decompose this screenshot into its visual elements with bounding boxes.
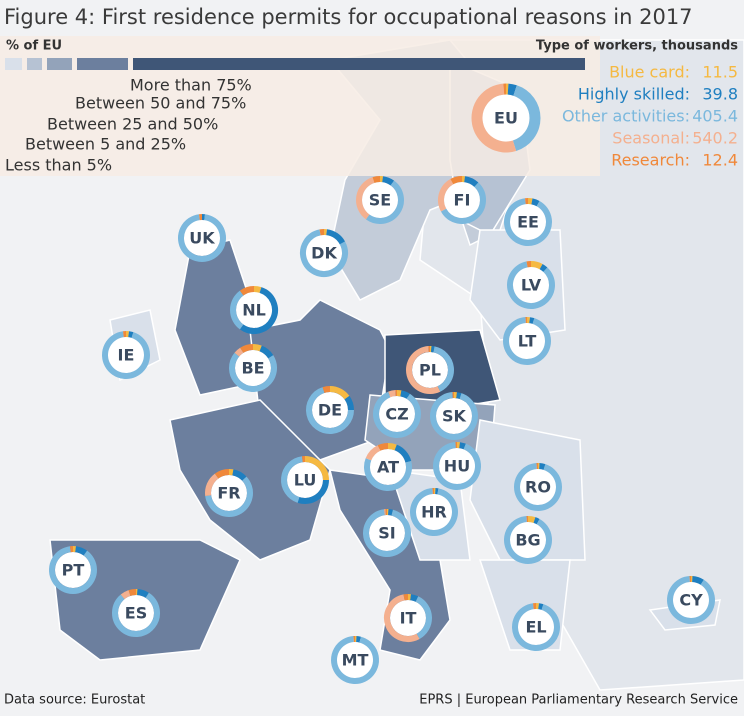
country-donut-segment xyxy=(237,350,242,354)
country-donut-label: PL xyxy=(419,361,441,380)
country-donut-label: BE xyxy=(241,359,264,378)
worker-type-value: 11.5 xyxy=(702,63,738,82)
share-range-label: More than 75% xyxy=(130,76,252,95)
country-donut-segment xyxy=(76,549,86,553)
country-donut-label: BG xyxy=(515,531,540,550)
eu-donut-segment xyxy=(508,89,515,90)
country-donut-label: LT xyxy=(518,332,537,351)
share-range-label: Between 25 and 50% xyxy=(47,115,218,134)
country-donut-label: FR xyxy=(217,484,240,503)
country-donut-segment xyxy=(374,179,380,180)
share-range-swatch xyxy=(47,58,72,70)
title: Figure 4: First residence permits for oc… xyxy=(4,5,693,29)
country-donut-segment xyxy=(539,606,543,607)
country-donut-label: ES xyxy=(125,604,147,623)
country-donut-segment xyxy=(379,446,388,448)
country-donut-segment xyxy=(532,201,538,203)
country-donut-label: RO xyxy=(525,478,551,497)
credit: EPRS | European Parliamentary Research S… xyxy=(419,693,738,708)
country-donut-segment xyxy=(388,512,392,513)
country-donut-segment xyxy=(401,393,408,396)
country-donut-label: EE xyxy=(517,213,539,232)
country-donut-segment xyxy=(539,466,544,467)
country-donut-label: HU xyxy=(444,457,470,476)
country-donut-label: SK xyxy=(442,407,467,426)
country-donut-label: DE xyxy=(318,401,342,420)
country-donut-segment xyxy=(123,593,130,597)
country-donut-label: SI xyxy=(378,524,395,543)
worker-type-name: Blue card: xyxy=(609,63,690,82)
country-donut-segment xyxy=(541,267,545,270)
country-donut-label: CY xyxy=(679,591,703,610)
country-donut-segment xyxy=(534,520,538,522)
share-range-swatch xyxy=(27,58,42,70)
worker-type-name: Seasonal: xyxy=(612,129,690,148)
share-range-label: Between 50 and 75% xyxy=(75,94,246,113)
worker-type-name: Highly skilled: xyxy=(578,85,690,104)
country-donut-segment xyxy=(324,389,330,390)
country-donut-label: HR xyxy=(421,503,447,522)
country-donut-segment xyxy=(530,320,534,321)
share-range-swatch xyxy=(133,58,585,70)
worker-type-value: 405.4 xyxy=(692,107,738,126)
country-donut-label: CZ xyxy=(385,405,408,424)
country-donut-segment xyxy=(130,592,136,593)
country-donut-segment xyxy=(531,264,541,267)
share-range-swatch xyxy=(5,58,22,70)
worker-type-value: 540.2 xyxy=(692,129,738,148)
country-donut-label: LV xyxy=(521,276,542,295)
country-donut-segment xyxy=(356,639,360,640)
country-donut-label: SE xyxy=(369,191,391,210)
worker-legend-title: Type of workers, thousands xyxy=(536,39,738,54)
share-range-label: Less than 5% xyxy=(5,156,112,175)
country-donut-label: EL xyxy=(525,618,546,637)
country-donut-segment xyxy=(383,179,393,183)
country-donut-segment xyxy=(452,179,462,182)
country-donut-segment xyxy=(411,597,417,599)
country-donut-segment xyxy=(388,446,396,447)
country-donut-label: NL xyxy=(242,301,266,320)
country-donut-label: LU xyxy=(294,471,317,490)
country-donut-segment xyxy=(253,347,261,348)
country-donut-label: FI xyxy=(454,191,471,210)
country-donut-segment xyxy=(460,445,465,446)
country-donut-segment xyxy=(242,347,253,350)
country-donut-segment xyxy=(457,395,461,396)
country-donut-segment xyxy=(389,393,395,394)
worker-type-name: Other activities: xyxy=(562,107,690,126)
country-donut-label: IT xyxy=(400,609,417,628)
country-donut-segment xyxy=(129,334,133,335)
source: Data source: Eurostat xyxy=(4,693,145,708)
country-donut-label: UK xyxy=(189,229,215,248)
share-legend-title: % of EU xyxy=(6,39,62,54)
worker-type-value: 39.8 xyxy=(702,85,738,104)
share-range-label: Between 5 and 25% xyxy=(25,135,186,154)
worker-type-name: Research: xyxy=(611,151,690,170)
share-range-swatch xyxy=(77,58,128,70)
country-donut-label: AT xyxy=(377,458,399,477)
eu-donut-label: EU xyxy=(494,109,518,128)
country-donut-segment xyxy=(692,579,702,582)
country-donut-label: IE xyxy=(118,346,135,365)
country-donut-label: DK xyxy=(311,244,337,263)
country-donut-segment xyxy=(528,519,534,520)
country-donut-segment xyxy=(137,592,147,595)
worker-type-value: 12.4 xyxy=(702,151,738,170)
country-donut-label: MT xyxy=(342,651,369,670)
country-donut-label: PT xyxy=(62,561,85,580)
country-donut-segment xyxy=(254,289,260,290)
